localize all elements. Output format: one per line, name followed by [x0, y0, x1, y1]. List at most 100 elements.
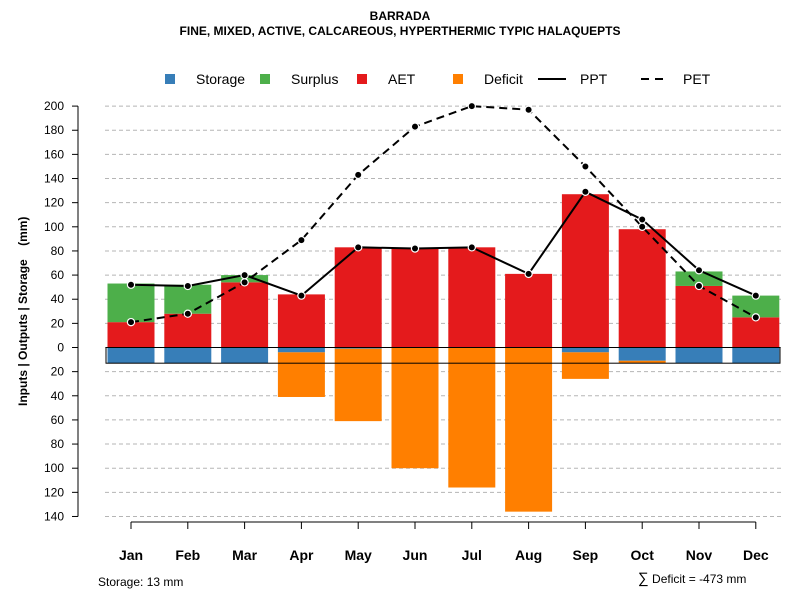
pet-line-point — [751, 313, 761, 322]
y-tick-label: 140 — [44, 509, 64, 523]
sigma-icon: ∑ — [638, 570, 649, 587]
y-tick-label: 60 — [51, 268, 65, 282]
y-tick-label: 100 — [44, 461, 64, 475]
x-tick-label: Aug — [515, 547, 542, 563]
y-tick-label: 160 — [44, 147, 64, 161]
deficit-bar — [561, 352, 609, 379]
legend-label-deficit: Deficit — [484, 71, 523, 87]
pet-line-point — [410, 122, 420, 131]
y-tick-label: 140 — [44, 172, 64, 186]
deficit-text: Deficit = -473 mm — [652, 572, 747, 586]
deficit-bar — [391, 347, 439, 469]
ppt-line-point — [581, 187, 590, 196]
pet-line-point — [297, 235, 306, 245]
chart-subtitle: FINE, MIXED, ACTIVE, CALCAREOUS, HYPERTH… — [179, 24, 621, 38]
y-tick-label: 120 — [44, 196, 64, 210]
pet-line-point — [183, 309, 192, 318]
surplus-bar — [107, 283, 155, 323]
y-tick-label: 20 — [51, 316, 65, 330]
legend-label-surplus: Surplus — [291, 71, 338, 87]
deficit-note: ∑ Deficit = -473 mm — [638, 570, 746, 587]
y-tick-label: 40 — [51, 389, 65, 403]
ppt-line-point — [297, 291, 306, 300]
y-tick-label: 80 — [51, 437, 65, 451]
pet-line-point — [354, 170, 363, 180]
x-tick-label: Jan — [119, 547, 143, 563]
aet-bar — [391, 248, 439, 348]
ppt-line-point — [410, 244, 420, 253]
storage-bar — [221, 347, 269, 364]
legend-swatch-deficit — [453, 74, 463, 84]
aet-bar — [221, 282, 269, 348]
storage-bar — [732, 347, 780, 364]
y-axis-label: Inputs | Outputs | Storage (mm) — [16, 217, 30, 406]
x-tick-label: Jul — [462, 547, 482, 563]
ppt-line-point — [524, 269, 533, 279]
aet-bar — [448, 247, 496, 348]
deficit-bar — [505, 347, 553, 512]
storage-bar — [618, 347, 666, 361]
pet-line-point — [240, 278, 249, 287]
pet-line-point — [581, 162, 590, 171]
y-tick-label: 0 — [57, 341, 64, 355]
legend-swatch-storage — [165, 74, 175, 84]
aet-bar — [732, 317, 780, 348]
storage-bar — [675, 347, 723, 364]
aet-bar — [675, 285, 723, 348]
y-tick-label: 60 — [51, 413, 65, 427]
legend-label-aet: AET — [388, 71, 416, 87]
storage-bar — [164, 347, 212, 364]
x-tick-label: Mar — [232, 547, 257, 563]
ppt-line-point — [183, 281, 192, 291]
y-tick-label: 40 — [51, 292, 65, 306]
x-tick-label: Dec — [743, 547, 769, 563]
deficit-bar — [618, 360, 666, 364]
pet-line-point — [467, 101, 476, 111]
aet-bar — [164, 313, 212, 348]
storage-bar — [334, 347, 382, 349]
x-tick-label: Feb — [175, 547, 200, 563]
pet-line-point — [524, 105, 533, 114]
deficit-bar — [334, 348, 382, 422]
aet-bar — [618, 229, 666, 348]
ppt-line-point — [694, 266, 704, 275]
chart-title: BARRADA — [369, 9, 431, 23]
pet-line-point — [638, 222, 647, 231]
ppt-line-point — [467, 243, 476, 252]
x-tick-label: May — [345, 547, 372, 563]
ppt-line-point — [240, 270, 249, 280]
pet-line-point — [694, 281, 704, 291]
y-tick-label: 20 — [51, 365, 65, 379]
ppt-line-point — [751, 291, 761, 300]
y-tick-label: 180 — [44, 123, 64, 137]
ppt-line-point — [126, 280, 136, 289]
x-tick-label: Oct — [631, 547, 655, 563]
legend-label-storage: Storage — [196, 71, 245, 87]
y-tick-label: 80 — [51, 244, 65, 258]
legend-label-ppt: PPT — [580, 71, 608, 87]
x-tick-label: Jun — [403, 547, 428, 563]
storage-note: Storage: 13 mm — [98, 575, 184, 589]
storage-bar — [107, 347, 155, 364]
y-tick-label: 100 — [44, 220, 64, 234]
aet-bar — [561, 194, 609, 348]
legend-label-pet: PET — [683, 71, 711, 87]
deficit-bar — [277, 352, 325, 397]
x-tick-label: Apr — [289, 547, 314, 563]
pet-line-point — [126, 317, 136, 327]
pet-line — [130, 105, 757, 324]
aet-bar — [334, 247, 382, 348]
x-tick-label: Sep — [573, 547, 599, 563]
ppt-line-point — [638, 215, 647, 224]
storage-bar — [561, 347, 609, 353]
ppt-line — [130, 190, 757, 297]
aet-bar — [505, 273, 553, 348]
x-tick-label: Nov — [686, 547, 713, 563]
storage-bar — [277, 347, 325, 353]
aet-bar — [277, 294, 325, 348]
storage-capacity-box — [105, 347, 781, 364]
legend-swatch-surplus — [260, 74, 270, 84]
aet-bar — [107, 322, 155, 348]
deficit-bar — [448, 347, 496, 488]
